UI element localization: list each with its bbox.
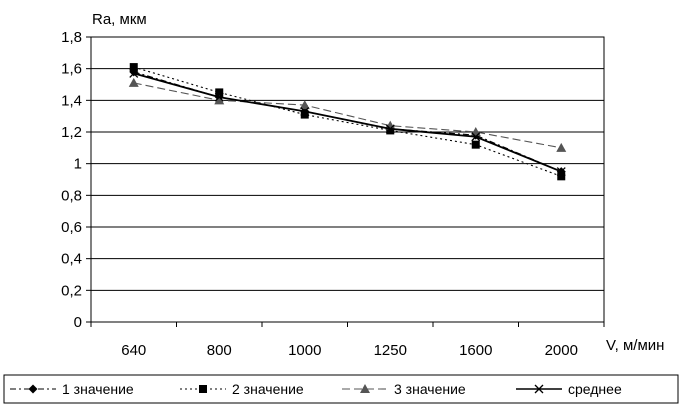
series-line [133, 66, 562, 177]
data-point [471, 132, 481, 142]
legend-label: 1 значение [62, 381, 134, 397]
legend-label: среднее [568, 381, 622, 397]
y-tick-label: 1,6 [61, 61, 82, 78]
legend-marker [199, 385, 207, 393]
y-tick-label: 0,8 [61, 187, 82, 204]
y-tick-label: 0 [74, 314, 82, 331]
x-tick-label: 1250 [374, 342, 407, 359]
y-tick-label: 1,8 [61, 29, 82, 46]
data-point [556, 142, 567, 152]
y-tick-label: 0,4 [61, 251, 82, 268]
data-point [299, 100, 310, 110]
plot-area-border [90, 36, 605, 323]
data-point [215, 88, 224, 97]
series-3 [128, 77, 567, 152]
x-tick-label: 2000 [545, 342, 578, 359]
y-tick-label: 0,2 [61, 282, 82, 299]
series-1 [129, 67, 566, 177]
x-tick-label: 800 [207, 342, 232, 359]
series-line [133, 71, 562, 173]
y-tick-label: 1,4 [61, 92, 82, 109]
data-point [214, 95, 225, 105]
x-tick-label: 1000 [288, 342, 321, 359]
y-axis-title: Ra, мкм [92, 11, 147, 28]
legend-item-2: 2 значение [180, 381, 304, 397]
legend-marker [360, 384, 370, 393]
y-tick-label: 0,6 [61, 219, 82, 236]
legend-item-1: 1 значение [10, 381, 134, 397]
legend-item-4: среднее [516, 381, 622, 397]
y-tick-labels: 0 0,2 0,4 0,6 0,8 1 1,2 1,4 1,6 1,8 [61, 29, 82, 331]
x-tick-label: 1600 [459, 342, 492, 359]
legend: 1 значение 2 значение 3 значение среднее [3, 374, 679, 404]
x-tick-label: 640 [121, 342, 146, 359]
x-axis-title: V, м/мин [606, 337, 664, 354]
data-point [129, 68, 139, 78]
legend-marker [28, 384, 38, 394]
series-line [133, 72, 562, 173]
legend-box [3, 374, 679, 404]
legend-marker [534, 384, 544, 394]
data-point [556, 167, 566, 177]
series-4 [129, 68, 566, 177]
y-tick-label: 1,2 [61, 124, 82, 141]
data-point [557, 172, 566, 181]
data-point [471, 140, 480, 149]
data-point [386, 126, 395, 135]
data-point [300, 110, 309, 119]
axes [86, 36, 605, 327]
series-group [128, 63, 567, 181]
legend-label: 2 значение [232, 381, 304, 397]
y-tick-label: 1 [74, 156, 82, 173]
series-2 [129, 63, 566, 181]
data-point [214, 92, 224, 102]
data-point [385, 124, 395, 134]
data-point [300, 106, 310, 116]
data-point [129, 63, 138, 72]
legend-label: 3 значение [394, 381, 466, 397]
data-point [128, 77, 139, 87]
x-tick-labels: 640 800 1000 1250 1600 2000 [121, 342, 578, 359]
series-line [133, 82, 562, 149]
gridlines [91, 68, 604, 291]
legend-item-3: 3 значение [342, 381, 466, 397]
